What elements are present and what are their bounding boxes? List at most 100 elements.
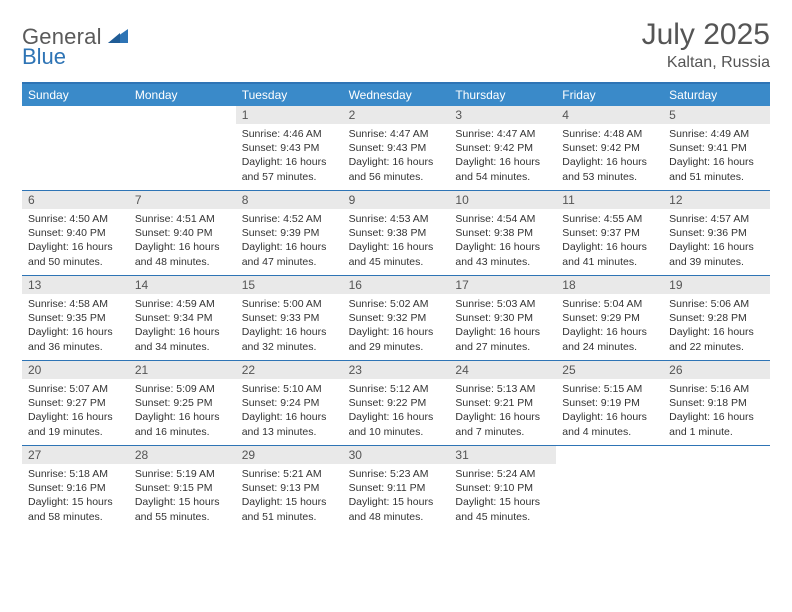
day-details: Sunrise: 4:54 AMSunset: 9:38 PMDaylight:… [449, 209, 556, 273]
day-number: 13 [22, 276, 129, 294]
dow-cell: Saturday [663, 84, 770, 106]
day-number [556, 446, 663, 464]
day-details: Sunrise: 4:49 AMSunset: 9:41 PMDaylight:… [663, 124, 770, 188]
day-number: 27 [22, 446, 129, 464]
day-number: 9 [343, 191, 450, 209]
day-number: 15 [236, 276, 343, 294]
day-cell: 19Sunrise: 5:06 AMSunset: 9:28 PMDayligh… [663, 276, 770, 360]
day-details: Sunrise: 5:02 AMSunset: 9:32 PMDaylight:… [343, 294, 450, 358]
dow-cell: Sunday [22, 84, 129, 106]
day-details: Sunrise: 4:57 AMSunset: 9:36 PMDaylight:… [663, 209, 770, 273]
day-cell: 3Sunrise: 4:47 AMSunset: 9:42 PMDaylight… [449, 106, 556, 190]
day-details: Sunrise: 4:53 AMSunset: 9:38 PMDaylight:… [343, 209, 450, 273]
day-number: 23 [343, 361, 450, 379]
day-details: Sunrise: 4:52 AMSunset: 9:39 PMDaylight:… [236, 209, 343, 273]
day-details: Sunrise: 5:24 AMSunset: 9:10 PMDaylight:… [449, 464, 556, 528]
day-cell: 29Sunrise: 5:21 AMSunset: 9:13 PMDayligh… [236, 446, 343, 530]
day-details: Sunrise: 4:50 AMSunset: 9:40 PMDaylight:… [22, 209, 129, 273]
day-cell: 31Sunrise: 5:24 AMSunset: 9:10 PMDayligh… [449, 446, 556, 530]
day-number: 7 [129, 191, 236, 209]
day-cell [663, 446, 770, 530]
day-number: 11 [556, 191, 663, 209]
day-cell: 17Sunrise: 5:03 AMSunset: 9:30 PMDayligh… [449, 276, 556, 360]
day-cell: 26Sunrise: 5:16 AMSunset: 9:18 PMDayligh… [663, 361, 770, 445]
day-details: Sunrise: 5:03 AMSunset: 9:30 PMDaylight:… [449, 294, 556, 358]
day-number: 10 [449, 191, 556, 209]
dow-cell: Friday [556, 84, 663, 106]
day-number: 6 [22, 191, 129, 209]
day-cell: 15Sunrise: 5:00 AMSunset: 9:33 PMDayligh… [236, 276, 343, 360]
day-number: 22 [236, 361, 343, 379]
day-cell: 25Sunrise: 5:15 AMSunset: 9:19 PMDayligh… [556, 361, 663, 445]
logo-triangle-icon [108, 27, 128, 48]
day-details: Sunrise: 4:59 AMSunset: 9:34 PMDaylight:… [129, 294, 236, 358]
day-details: Sunrise: 4:48 AMSunset: 9:42 PMDaylight:… [556, 124, 663, 188]
day-number: 12 [663, 191, 770, 209]
day-number: 3 [449, 106, 556, 124]
day-number: 31 [449, 446, 556, 464]
day-details: Sunrise: 5:13 AMSunset: 9:21 PMDaylight:… [449, 379, 556, 443]
day-details: Sunrise: 5:10 AMSunset: 9:24 PMDaylight:… [236, 379, 343, 443]
dow-cell: Wednesday [343, 84, 450, 106]
location: Kaltan, Russia [642, 54, 770, 72]
day-cell: 1Sunrise: 4:46 AMSunset: 9:43 PMDaylight… [236, 106, 343, 190]
day-number: 14 [129, 276, 236, 294]
day-details: Sunrise: 5:16 AMSunset: 9:18 PMDaylight:… [663, 379, 770, 443]
day-details: Sunrise: 5:06 AMSunset: 9:28 PMDaylight:… [663, 294, 770, 358]
day-cell: 14Sunrise: 4:59 AMSunset: 9:34 PMDayligh… [129, 276, 236, 360]
day-cell: 4Sunrise: 4:48 AMSunset: 9:42 PMDaylight… [556, 106, 663, 190]
day-cell [129, 106, 236, 190]
day-cell: 28Sunrise: 5:19 AMSunset: 9:15 PMDayligh… [129, 446, 236, 530]
day-cell: 10Sunrise: 4:54 AMSunset: 9:38 PMDayligh… [449, 191, 556, 275]
header: General July 2025 Kaltan, Russia [22, 18, 770, 72]
day-number: 20 [22, 361, 129, 379]
day-number [22, 106, 129, 124]
day-details: Sunrise: 5:21 AMSunset: 9:13 PMDaylight:… [236, 464, 343, 528]
day-number: 24 [449, 361, 556, 379]
day-details: Sunrise: 5:00 AMSunset: 9:33 PMDaylight:… [236, 294, 343, 358]
day-cell: 22Sunrise: 5:10 AMSunset: 9:24 PMDayligh… [236, 361, 343, 445]
dow-cell: Monday [129, 84, 236, 106]
day-cell: 21Sunrise: 5:09 AMSunset: 9:25 PMDayligh… [129, 361, 236, 445]
day-cell: 27Sunrise: 5:18 AMSunset: 9:16 PMDayligh… [22, 446, 129, 530]
day-number: 26 [663, 361, 770, 379]
day-number [663, 446, 770, 464]
day-number: 5 [663, 106, 770, 124]
day-number: 1 [236, 106, 343, 124]
day-number: 8 [236, 191, 343, 209]
day-details: Sunrise: 5:19 AMSunset: 9:15 PMDaylight:… [129, 464, 236, 528]
day-number: 28 [129, 446, 236, 464]
day-number: 16 [343, 276, 450, 294]
week-row: 13Sunrise: 4:58 AMSunset: 9:35 PMDayligh… [22, 275, 770, 360]
calendar: SundayMondayTuesdayWednesdayThursdayFrid… [22, 82, 770, 530]
day-number: 25 [556, 361, 663, 379]
day-cell: 20Sunrise: 5:07 AMSunset: 9:27 PMDayligh… [22, 361, 129, 445]
dow-cell: Tuesday [236, 84, 343, 106]
day-of-week-header: SundayMondayTuesdayWednesdayThursdayFrid… [22, 84, 770, 106]
day-cell: 8Sunrise: 4:52 AMSunset: 9:39 PMDaylight… [236, 191, 343, 275]
day-number: 19 [663, 276, 770, 294]
dow-cell: Thursday [449, 84, 556, 106]
day-cell: 12Sunrise: 4:57 AMSunset: 9:36 PMDayligh… [663, 191, 770, 275]
day-number: 2 [343, 106, 450, 124]
day-details: Sunrise: 4:47 AMSunset: 9:43 PMDaylight:… [343, 124, 450, 188]
day-details: Sunrise: 5:09 AMSunset: 9:25 PMDaylight:… [129, 379, 236, 443]
day-number: 17 [449, 276, 556, 294]
day-details: Sunrise: 5:07 AMSunset: 9:27 PMDaylight:… [22, 379, 129, 443]
day-cell [22, 106, 129, 190]
day-details: Sunrise: 5:18 AMSunset: 9:16 PMDaylight:… [22, 464, 129, 528]
day-number [129, 106, 236, 124]
day-cell [556, 446, 663, 530]
day-cell: 18Sunrise: 5:04 AMSunset: 9:29 PMDayligh… [556, 276, 663, 360]
day-cell: 23Sunrise: 5:12 AMSunset: 9:22 PMDayligh… [343, 361, 450, 445]
day-number: 18 [556, 276, 663, 294]
week-row: 1Sunrise: 4:46 AMSunset: 9:43 PMDaylight… [22, 106, 770, 190]
day-number: 4 [556, 106, 663, 124]
day-details: Sunrise: 5:15 AMSunset: 9:19 PMDaylight:… [556, 379, 663, 443]
day-details: Sunrise: 5:04 AMSunset: 9:29 PMDaylight:… [556, 294, 663, 358]
week-row: 6Sunrise: 4:50 AMSunset: 9:40 PMDaylight… [22, 190, 770, 275]
day-details: Sunrise: 4:46 AMSunset: 9:43 PMDaylight:… [236, 124, 343, 188]
day-details: Sunrise: 4:51 AMSunset: 9:40 PMDaylight:… [129, 209, 236, 273]
month-title: July 2025 [642, 18, 770, 52]
week-row: 20Sunrise: 5:07 AMSunset: 9:27 PMDayligh… [22, 360, 770, 445]
